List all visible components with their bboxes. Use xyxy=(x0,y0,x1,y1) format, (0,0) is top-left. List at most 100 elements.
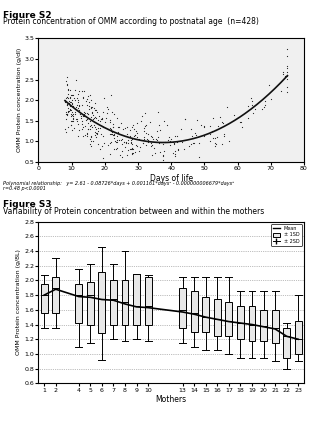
Point xyxy=(278,87,283,94)
Point xyxy=(69,118,75,125)
Point xyxy=(207,122,212,129)
Point xyxy=(285,46,290,53)
Point xyxy=(84,98,89,104)
Point xyxy=(119,153,124,160)
Point xyxy=(98,115,103,122)
Point xyxy=(126,137,131,144)
Point xyxy=(132,131,138,138)
Point xyxy=(111,131,116,138)
Point xyxy=(250,98,255,105)
Point xyxy=(113,145,118,152)
Point xyxy=(89,96,94,103)
Point xyxy=(69,100,74,107)
Point xyxy=(108,150,113,157)
Point xyxy=(86,102,91,109)
Point xyxy=(67,99,72,106)
Point xyxy=(101,94,106,101)
Point xyxy=(109,139,114,146)
Point xyxy=(171,150,176,157)
Point xyxy=(283,73,288,80)
Point xyxy=(87,92,92,99)
Point xyxy=(141,124,147,131)
Point xyxy=(85,126,91,132)
Point xyxy=(137,147,142,154)
Point xyxy=(96,113,101,120)
Point xyxy=(89,103,94,110)
Point xyxy=(131,145,136,152)
Point xyxy=(175,132,180,139)
Point xyxy=(65,124,70,130)
Point xyxy=(70,100,75,107)
Point xyxy=(219,118,224,125)
Point xyxy=(93,124,98,131)
Point xyxy=(127,146,132,153)
Point xyxy=(130,150,135,157)
Point xyxy=(285,72,290,79)
Point xyxy=(129,137,134,144)
Point xyxy=(130,151,135,158)
Point xyxy=(81,112,86,119)
Point xyxy=(149,152,154,158)
Point xyxy=(101,155,106,161)
Bar xyxy=(260,310,267,341)
Point xyxy=(225,104,230,111)
Point xyxy=(162,118,167,124)
Point xyxy=(93,129,98,135)
Point xyxy=(172,133,177,140)
Point xyxy=(86,98,92,105)
Point xyxy=(116,131,121,138)
Point xyxy=(151,145,156,152)
Point xyxy=(63,126,68,133)
Point xyxy=(77,88,82,95)
Point xyxy=(89,105,94,112)
Point xyxy=(71,103,76,109)
Point xyxy=(125,140,130,147)
Point xyxy=(93,106,98,113)
Legend: Mean, ± 1SD, ± 2SD: Mean, ± 1SD, ± 2SD xyxy=(271,224,301,246)
Point xyxy=(202,123,207,130)
Y-axis label: OMM Protein concentration (g/8L): OMM Protein concentration (g/8L) xyxy=(16,250,21,355)
Point xyxy=(88,117,93,124)
Point xyxy=(267,81,272,88)
X-axis label: Days of life: Days of life xyxy=(150,174,193,183)
Point xyxy=(141,134,147,141)
Point xyxy=(73,105,78,112)
Point xyxy=(172,140,177,147)
Point xyxy=(285,68,290,75)
Point xyxy=(90,112,95,118)
Point xyxy=(81,88,86,95)
Point xyxy=(76,102,81,109)
Text: r=0.48 p<0.0001: r=0.48 p<0.0001 xyxy=(3,186,46,191)
Point xyxy=(64,81,69,88)
Point xyxy=(226,138,231,144)
Point xyxy=(222,132,227,139)
Bar xyxy=(226,302,232,336)
Point xyxy=(69,127,74,133)
Point xyxy=(135,120,140,127)
Point xyxy=(82,122,87,129)
Point xyxy=(75,97,80,104)
Point xyxy=(156,122,162,129)
Point xyxy=(92,100,98,107)
Point xyxy=(63,129,68,135)
Point xyxy=(142,127,147,134)
Point xyxy=(207,137,212,144)
Point xyxy=(71,91,76,98)
Point xyxy=(219,141,224,147)
Point xyxy=(155,127,160,134)
Text: Figure S3: Figure S3 xyxy=(3,200,52,209)
Point xyxy=(111,132,116,138)
Point xyxy=(98,118,103,125)
Point xyxy=(69,121,74,128)
Point xyxy=(160,157,165,164)
Point xyxy=(245,103,250,109)
Point xyxy=(68,102,73,109)
Point xyxy=(123,139,128,146)
Point xyxy=(160,153,165,160)
Point xyxy=(90,115,95,122)
Point xyxy=(92,121,97,128)
Point xyxy=(246,115,251,121)
Point xyxy=(75,106,80,113)
Point xyxy=(177,137,182,144)
Point xyxy=(69,109,74,115)
